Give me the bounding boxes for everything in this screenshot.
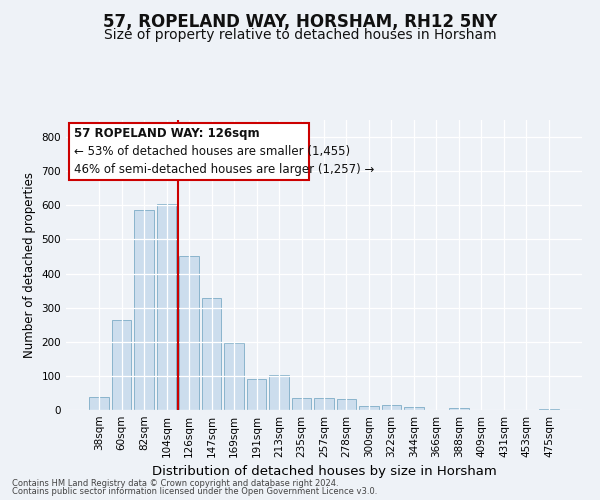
Bar: [382, 405, 401, 410]
Text: 46% of semi-detached houses are larger (1,257) →: 46% of semi-detached houses are larger (…: [74, 164, 374, 176]
Bar: [224, 344, 244, 410]
Bar: [314, 398, 334, 410]
Bar: [134, 210, 154, 410]
Bar: [337, 399, 356, 410]
Bar: [112, 320, 131, 410]
Text: ← 53% of detached houses are smaller (1,455): ← 53% of detached houses are smaller (1,…: [74, 146, 350, 158]
Bar: [247, 378, 266, 410]
Bar: [359, 406, 379, 410]
Text: Size of property relative to detached houses in Horsham: Size of property relative to detached ho…: [104, 28, 496, 42]
Bar: [449, 408, 469, 410]
Text: Contains HM Land Registry data © Crown copyright and database right 2024.: Contains HM Land Registry data © Crown c…: [12, 478, 338, 488]
Text: 57 ROPELAND WAY: 126sqm: 57 ROPELAND WAY: 126sqm: [74, 128, 259, 140]
Bar: [202, 298, 221, 410]
Bar: [292, 398, 311, 410]
Bar: [404, 406, 424, 410]
Y-axis label: Number of detached properties: Number of detached properties: [23, 172, 36, 358]
Text: Contains public sector information licensed under the Open Government Licence v3: Contains public sector information licen…: [12, 487, 377, 496]
Bar: [179, 256, 199, 410]
Bar: [539, 408, 559, 410]
X-axis label: Distribution of detached houses by size in Horsham: Distribution of detached houses by size …: [152, 466, 496, 478]
Bar: [269, 375, 289, 410]
Bar: [89, 398, 109, 410]
Text: 57, ROPELAND WAY, HORSHAM, RH12 5NY: 57, ROPELAND WAY, HORSHAM, RH12 5NY: [103, 12, 497, 30]
Bar: [157, 204, 176, 410]
